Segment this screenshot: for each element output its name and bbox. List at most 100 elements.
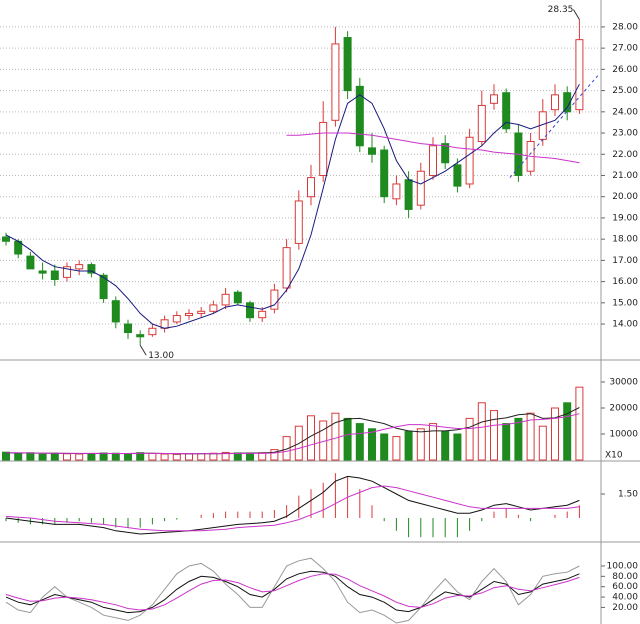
candle-body [246, 302, 254, 319]
y-tick-label: 28.00 [612, 22, 638, 32]
volume-bar [38, 453, 47, 461]
volume-bar [172, 453, 181, 461]
y-tick-label: 20000 [609, 403, 638, 413]
candle-body [209, 304, 218, 312]
volume-bar [380, 433, 389, 461]
unit-label: X10 [605, 451, 623, 461]
y-tick-label: 40.00 [612, 593, 638, 603]
candle-body [87, 264, 96, 274]
volume-bar [355, 423, 364, 461]
candle-body [380, 149, 389, 198]
y-tick-label: 20.00 [612, 192, 638, 202]
y-tick-label: 20.00 [612, 603, 638, 613]
candle-body [343, 37, 352, 92]
y-tick-label: 60.00 [612, 582, 638, 592]
volume-bar [343, 417, 352, 461]
volume-bar [160, 453, 169, 461]
candle-body [221, 293, 230, 306]
volume-bar [99, 452, 108, 461]
volume-bar [87, 452, 96, 461]
y-tick-label: 17.00 [612, 256, 638, 266]
candle-body [416, 170, 425, 206]
y-tick-label: 15.00 [612, 298, 638, 308]
indicator-line [5, 570, 580, 614]
candle-body [319, 121, 328, 176]
volume-bar [197, 452, 206, 461]
volume-bar [75, 453, 84, 461]
candle-body [270, 289, 279, 310]
volume-bar [526, 412, 535, 461]
volume-bar [270, 449, 279, 461]
candle-body [99, 274, 108, 300]
volume-bar [2, 451, 10, 461]
volume-bar [331, 412, 340, 461]
y-tick-label: 24.00 [612, 107, 638, 117]
volume-bar [441, 430, 450, 461]
y-tick-label: 1.50 [618, 490, 638, 500]
candle-body [38, 270, 47, 274]
candle-body [111, 300, 120, 323]
volume-bar [429, 423, 437, 461]
candle-body [258, 310, 267, 319]
candle-body [63, 266, 71, 278]
candle-body [551, 94, 559, 111]
candle-body [441, 143, 450, 164]
candle-body [490, 94, 498, 104]
volume-bar [502, 423, 511, 461]
candle-body [136, 334, 145, 338]
candle-body [355, 85, 364, 147]
indicator-line [5, 413, 580, 455]
y-tick-label: 23.00 [612, 129, 638, 139]
volume-bar [404, 430, 413, 461]
annotation-pointer [139, 345, 147, 356]
candle-body [453, 164, 462, 187]
volume-bar [26, 452, 35, 461]
candle-body [392, 183, 401, 200]
volume-bar [148, 452, 157, 461]
volume-bar [538, 425, 547, 461]
indicator-line [5, 83, 580, 329]
y-tick-label: 14.00 [612, 320, 638, 330]
volume-bar [416, 428, 425, 461]
indicator-line [5, 475, 580, 535]
indicator-line [286, 132, 580, 164]
annotation-pointer [572, 9, 580, 20]
candle-body [2, 236, 10, 242]
candle-body [368, 147, 376, 155]
candle-body [307, 177, 315, 198]
volume-bar [563, 402, 572, 461]
y-tick-label: 100.00 [607, 561, 639, 571]
volume-bar [63, 453, 71, 461]
candle-body [294, 200, 303, 244]
candle-body [477, 104, 486, 143]
candle-body [282, 247, 291, 289]
volume-bar [465, 417, 474, 461]
indicator-line [5, 573, 580, 611]
trend-line [509, 75, 599, 178]
candle-body [26, 255, 35, 270]
indicator-line [5, 557, 580, 624]
volume-bar [233, 452, 242, 461]
indicator-line [5, 485, 580, 532]
volume-bar [575, 386, 584, 461]
y-tick-label: 18.00 [612, 235, 638, 245]
y-tick-label: 27.00 [612, 44, 638, 54]
volume-bar [221, 451, 230, 461]
candle-body [575, 39, 584, 111]
candle-body [331, 43, 340, 121]
y-tick-label: 26.00 [612, 65, 638, 75]
candle-body [233, 291, 242, 304]
volume-bar [392, 436, 401, 461]
candle-body [50, 270, 59, 280]
volume-bar [477, 402, 486, 461]
y-tick-label: 21.00 [612, 171, 638, 181]
candle-body [75, 264, 84, 270]
volume-bar [124, 453, 132, 461]
y-tick-label: 22.00 [612, 150, 638, 160]
volume-bar [453, 433, 462, 461]
candle-body [124, 323, 132, 334]
candle-body [172, 315, 181, 323]
y-tick-label: 19.00 [612, 213, 638, 223]
y-tick-label: 25.00 [612, 86, 638, 96]
